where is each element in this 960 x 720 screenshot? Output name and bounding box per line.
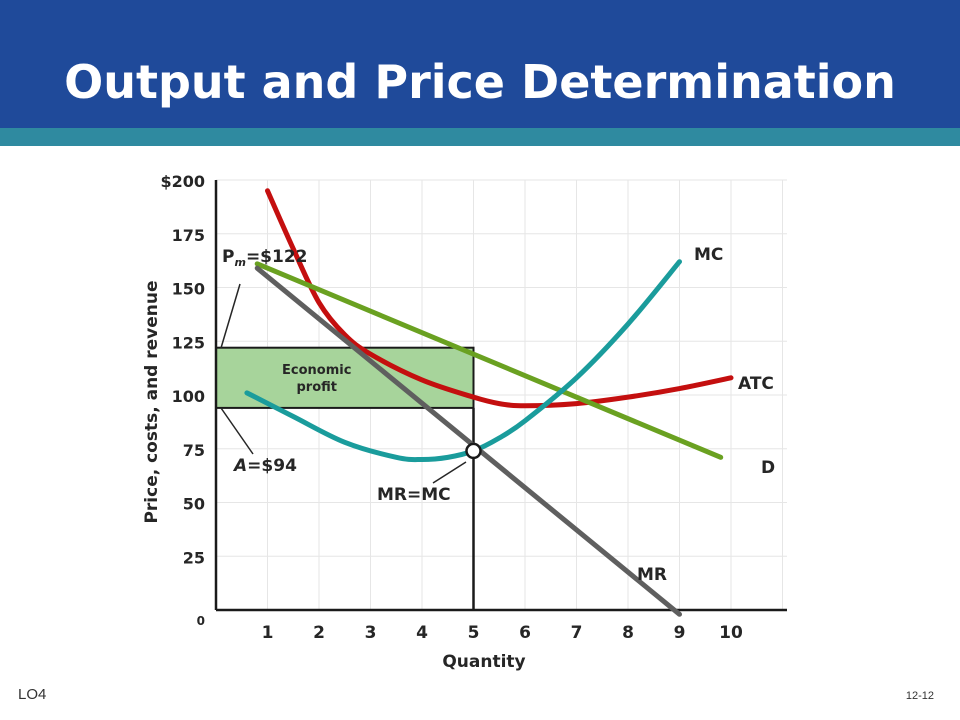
y-tick-label: 125	[172, 333, 205, 352]
x-tick-label: 2	[313, 623, 325, 643]
equilibrium-leader-line	[432, 461, 467, 484]
y-tick-label: 150	[172, 280, 205, 299]
series-label-mc: MC	[694, 245, 723, 265]
y-tick-label: 25	[183, 548, 205, 567]
series-atc-line	[265, 188, 734, 409]
price-symbol: P	[222, 247, 234, 267]
y-tick-label: 100	[172, 387, 205, 406]
axes	[214, 180, 787, 612]
price-subscript: m	[234, 256, 245, 269]
atc-leader-line	[220, 407, 254, 455]
x-tick-label: 7	[571, 623, 583, 643]
series-layer	[244, 188, 734, 617]
y-tick-label: 50	[183, 495, 205, 514]
learning-objective-label: LO4	[18, 686, 47, 703]
slide-number: 12-12	[905, 690, 934, 702]
price-leader-line	[220, 283, 241, 349]
equilibrium-label: MR=MC	[377, 485, 451, 505]
x-tick-label: 6	[519, 623, 531, 643]
header-stripe	[0, 128, 960, 146]
series-mr-line	[254, 265, 682, 617]
slide-title: Output and Price Determination	[64, 55, 896, 109]
atc-value-text: =$94	[247, 456, 297, 476]
x-tick-label: 5	[468, 623, 480, 643]
economic-profit-label-line1: Economic	[282, 363, 351, 378]
header-bar	[0, 0, 960, 128]
series-label-mr: MR	[637, 565, 667, 585]
series-label-d: D	[761, 458, 775, 478]
x-tick-label: 10	[719, 623, 743, 643]
price-value-text: =$122	[246, 247, 308, 267]
x-tick-label: 1	[262, 623, 274, 643]
y-tick-label: 0	[197, 614, 205, 628]
y-tick-label: $200	[160, 172, 205, 191]
series-mc-line	[244, 259, 682, 463]
x-tick-label: 9	[674, 623, 686, 643]
y-tick-label: 175	[172, 226, 205, 245]
series-label-atc: ATC	[738, 374, 774, 394]
x-tick-label: 3	[365, 623, 377, 643]
x-tick-label: 8	[622, 623, 634, 643]
series-d-line	[254, 261, 724, 460]
atc-value-label: A=$94	[232, 456, 297, 476]
y-tick-label: 75	[183, 441, 205, 460]
y-axis-label: Price, costs, and revenue	[142, 280, 162, 523]
economic-profit-label-line2: profit	[297, 380, 338, 395]
equilibrium-point	[465, 442, 482, 460]
x-axis-label: Quantity	[442, 652, 525, 672]
x-tick-label: 4	[416, 623, 428, 643]
price-label: Pm=$122	[222, 247, 308, 269]
atc-symbol: A	[232, 456, 247, 476]
